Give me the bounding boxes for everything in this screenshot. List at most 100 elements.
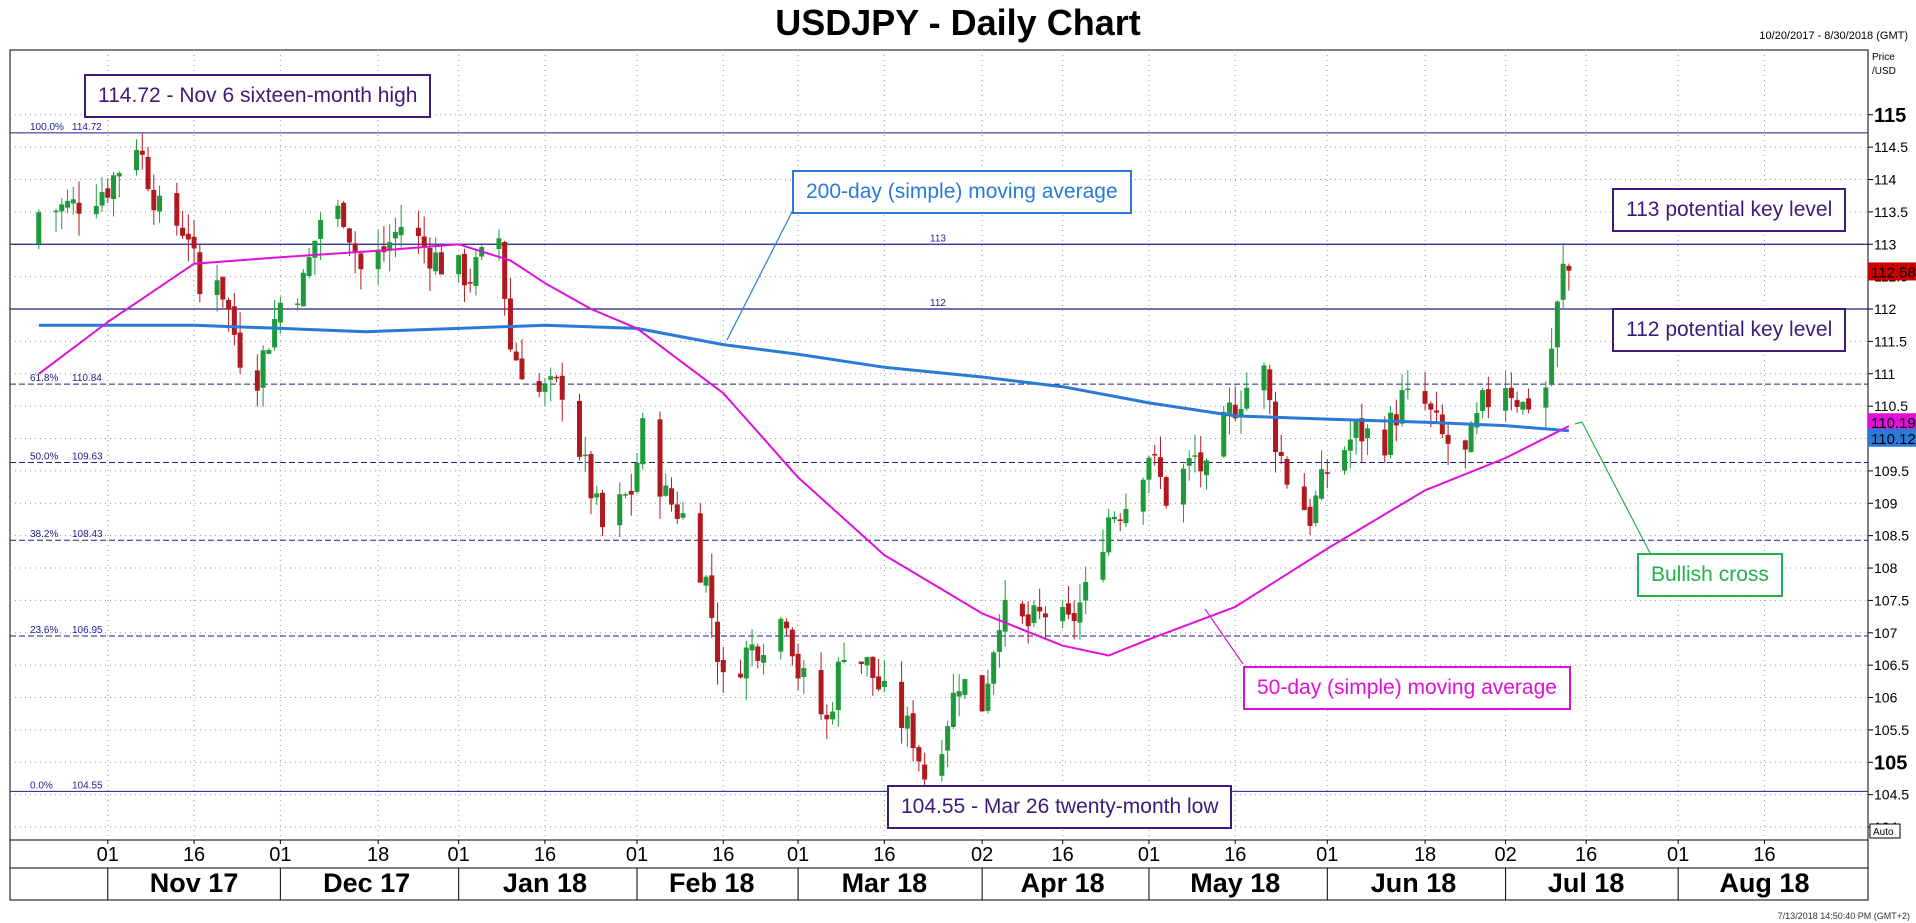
candle-body <box>715 621 721 662</box>
candle-body <box>341 202 347 227</box>
candle <box>295 298 301 311</box>
candle <box>191 219 197 263</box>
candle <box>1462 439 1468 469</box>
day-tick-label: 16 <box>1753 844 1775 866</box>
candle-body <box>254 370 260 391</box>
candle-body <box>548 376 554 380</box>
candle <box>991 650 997 695</box>
day-tick-label: 16 <box>1052 844 1074 866</box>
candle-body <box>830 711 836 720</box>
fib-value-label: 104.55 <box>72 780 103 791</box>
candle-body <box>1163 477 1169 506</box>
candle-body <box>703 576 709 586</box>
candle <box>761 643 767 675</box>
candle <box>950 673 956 730</box>
candle-body <box>743 647 749 679</box>
candle <box>1186 450 1192 481</box>
price-tick-label: 110.5 <box>1874 398 1908 414</box>
candle <box>1238 390 1244 434</box>
candle-body <box>1111 516 1117 520</box>
candle-body <box>174 193 180 226</box>
candle <box>628 473 634 516</box>
candle-body <box>346 228 352 243</box>
candle-body <box>226 299 232 310</box>
candle-body <box>387 242 393 251</box>
candle <box>1042 606 1048 639</box>
candle <box>657 411 663 519</box>
candle-body <box>1232 404 1238 419</box>
candle <box>916 745 922 772</box>
candle-body <box>1399 389 1405 424</box>
candle-body <box>1462 440 1468 450</box>
candle-body <box>1508 387 1514 399</box>
candle-body <box>398 226 404 236</box>
candle-body <box>266 349 272 354</box>
candle <box>1526 388 1532 414</box>
candle-body <box>1077 602 1083 623</box>
candle <box>1307 498 1313 536</box>
timestamp: 7/13/2018 14:50:40 PM (GMT+2) <box>1777 911 1910 921</box>
candle-body <box>542 383 548 392</box>
candle-body <box>1359 418 1365 442</box>
candle <box>1388 406 1394 459</box>
candle-body <box>697 513 703 583</box>
candle-body <box>835 661 841 711</box>
candle <box>392 217 398 258</box>
annotation-high: 114.72 - Nov 6 sixteen-month high <box>84 74 432 118</box>
candle-body <box>502 242 508 299</box>
candle-body <box>553 376 559 379</box>
candle <box>1554 300 1560 368</box>
candle-body <box>381 246 387 253</box>
candle-body <box>151 189 157 211</box>
candle <box>1019 600 1025 624</box>
candle <box>778 616 784 660</box>
candle <box>1566 263 1572 291</box>
candle <box>1192 434 1198 473</box>
candle <box>743 640 749 700</box>
candle <box>697 502 703 583</box>
candle-body <box>1549 348 1555 384</box>
ma50-connector <box>1204 608 1244 665</box>
plot-area <box>9 49 1869 841</box>
candle-body <box>111 175 117 200</box>
candle-body <box>306 257 312 276</box>
candle-body <box>1261 365 1267 391</box>
price-tick-label: 107.5 <box>1874 592 1909 608</box>
candle <box>134 139 140 176</box>
candle <box>157 185 163 223</box>
price-tick-label: 105 <box>1874 752 1907 774</box>
candle <box>553 374 559 383</box>
candle <box>513 342 519 362</box>
candle-body <box>1071 613 1077 622</box>
price-tick-label: 107 <box>1874 625 1898 641</box>
candle-body <box>1221 411 1227 457</box>
candle-body <box>1468 423 1474 453</box>
time-axis-band <box>9 839 1869 901</box>
candle <box>1152 444 1158 466</box>
candle <box>1203 458 1209 490</box>
candle-body <box>473 257 479 287</box>
candle <box>1226 387 1232 435</box>
candle-body <box>1180 468 1186 505</box>
candle-body <box>1554 301 1560 348</box>
candle <box>542 378 548 407</box>
candle-body <box>841 659 847 663</box>
candle-body <box>335 205 341 220</box>
candle-body <box>358 253 364 270</box>
candle <box>1244 372 1250 411</box>
candle <box>312 240 318 275</box>
candle-body <box>1192 455 1198 457</box>
candle-body <box>1543 387 1549 408</box>
price-tick-label: 112 <box>1874 301 1897 317</box>
candle-body <box>1319 469 1325 499</box>
candle-body <box>1474 413 1480 428</box>
candle-body <box>312 240 318 258</box>
day-tick-label: 01 <box>1667 844 1689 866</box>
price-tick-label: 111 <box>1874 366 1895 382</box>
candle <box>703 574 709 593</box>
candle-body <box>1284 458 1290 485</box>
candle <box>1025 601 1031 644</box>
candle-body <box>576 400 582 457</box>
candle-body <box>680 513 686 518</box>
candle <box>180 210 186 239</box>
